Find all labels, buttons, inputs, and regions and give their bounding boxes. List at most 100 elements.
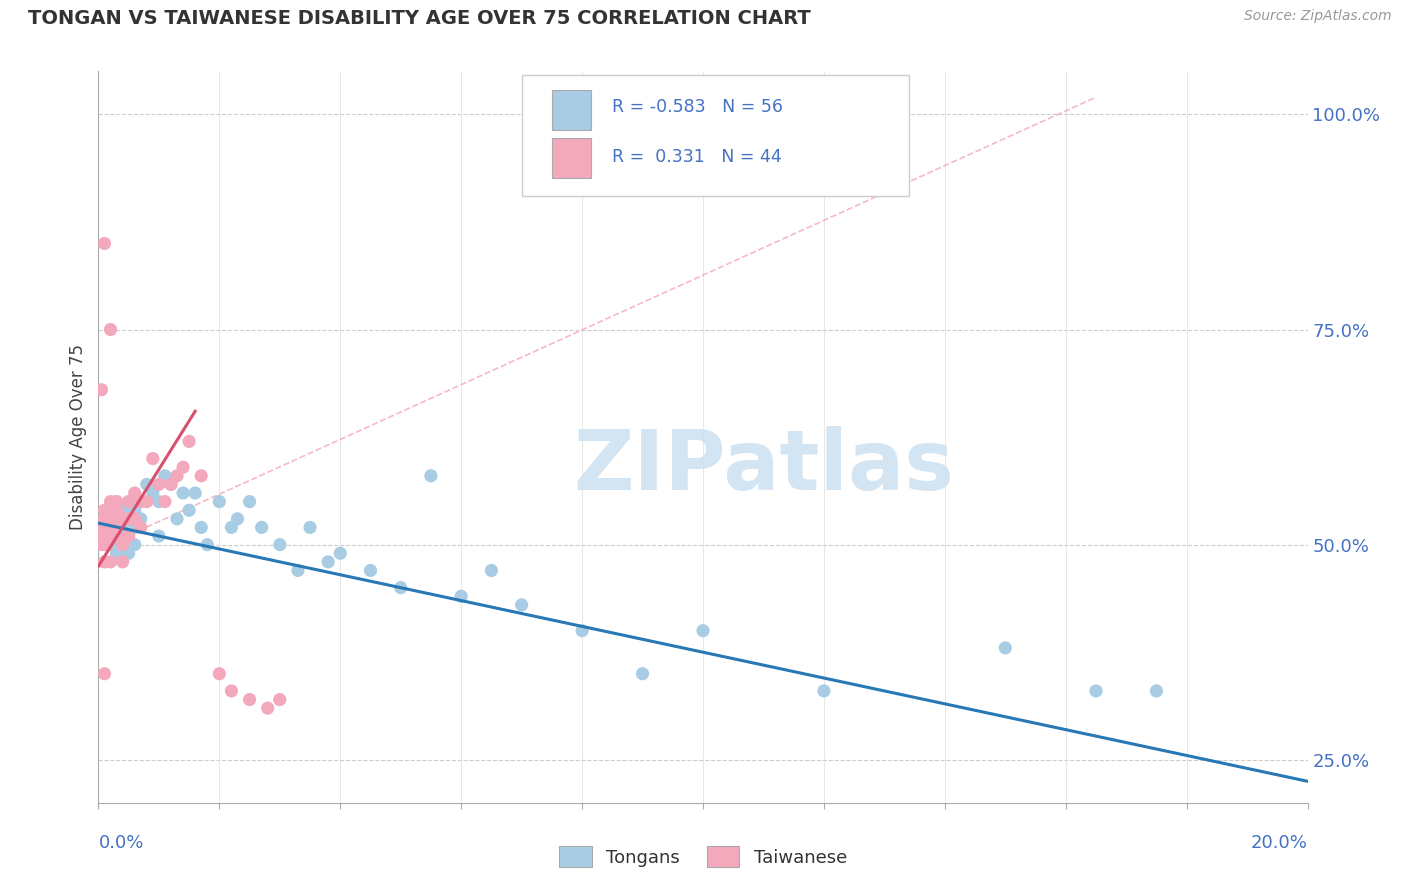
Point (100, 494, 122, 508)
Point (129, 494, 152, 508)
Point (813, 684, 835, 698)
Point (153, 494, 176, 508)
Point (93, 555, 115, 569)
Point (118, 512, 141, 526)
Point (93, 236, 115, 251)
Point (93, 512, 115, 526)
Point (100, 520, 122, 534)
Y-axis label: Disability Age Over 75: Disability Age Over 75 (69, 344, 87, 530)
Point (118, 546, 141, 560)
Point (100, 503, 122, 517)
Point (226, 512, 249, 526)
Point (105, 503, 128, 517)
Point (105, 512, 128, 526)
Point (129, 494, 152, 508)
Point (93, 529, 115, 543)
Point (96, 538, 118, 552)
Point (100, 512, 122, 526)
Point (124, 512, 146, 526)
Point (316, 555, 339, 569)
Point (142, 451, 165, 466)
Point (994, 640, 1017, 655)
Point (135, 477, 157, 491)
Point (179, 434, 201, 449)
Point (100, 322, 122, 336)
Point (221, 520, 243, 534)
Point (111, 503, 134, 517)
Point (360, 564, 382, 578)
Text: Source: ZipAtlas.com: Source: ZipAtlas.com (1244, 9, 1392, 23)
Point (208, 666, 231, 681)
Point (124, 538, 146, 552)
Point (111, 538, 134, 552)
Point (90, 538, 112, 552)
Point (105, 529, 128, 543)
Point (118, 512, 141, 526)
Point (692, 624, 714, 638)
Point (105, 520, 128, 534)
Point (269, 692, 291, 706)
Point (148, 494, 170, 508)
Point (148, 529, 170, 543)
Text: ZIPatlas: ZIPatlas (574, 425, 953, 507)
Point (118, 529, 141, 543)
Point (100, 520, 122, 534)
Point (287, 564, 309, 578)
Point (148, 477, 170, 491)
Point (118, 494, 141, 508)
Point (100, 538, 122, 552)
Point (93, 538, 115, 552)
Point (160, 477, 183, 491)
Point (135, 494, 157, 508)
Point (111, 555, 134, 569)
Point (105, 494, 128, 508)
Legend: Tongans, Taiwanese: Tongans, Taiwanese (551, 839, 855, 874)
Point (631, 666, 654, 681)
Point (389, 581, 412, 595)
Point (124, 520, 146, 534)
Point (481, 564, 503, 578)
Point (90, 520, 112, 534)
Point (111, 538, 134, 552)
Point (105, 546, 128, 560)
Point (111, 512, 134, 526)
Point (90, 383, 112, 397)
Point (450, 589, 472, 603)
Point (93, 666, 115, 681)
Text: 20.0%: 20.0% (1251, 834, 1308, 852)
FancyBboxPatch shape (522, 75, 908, 195)
Point (172, 486, 194, 500)
Point (179, 503, 201, 517)
Text: R =  0.331   N = 44: R = 0.331 N = 44 (613, 147, 782, 166)
Point (269, 538, 291, 552)
Point (571, 624, 593, 638)
Point (420, 468, 443, 483)
Point (105, 529, 128, 543)
Point (118, 529, 141, 543)
Point (93, 529, 115, 543)
FancyBboxPatch shape (553, 90, 591, 130)
Point (153, 468, 176, 483)
Point (93, 512, 115, 526)
Point (100, 529, 122, 543)
Point (160, 477, 183, 491)
Point (93, 503, 115, 517)
Point (96, 520, 118, 534)
Point (100, 555, 122, 569)
Text: TONGAN VS TAIWANESE DISABILITY AGE OVER 75 CORRELATION CHART: TONGAN VS TAIWANESE DISABILITY AGE OVER … (28, 9, 811, 28)
Point (510, 598, 533, 612)
Point (221, 684, 243, 698)
Point (105, 494, 128, 508)
Point (118, 494, 141, 508)
Point (1144, 684, 1167, 698)
Point (190, 468, 212, 483)
Point (1085, 684, 1108, 698)
Point (105, 512, 128, 526)
Point (93, 520, 115, 534)
Point (329, 546, 352, 560)
Point (166, 512, 188, 526)
Point (250, 520, 273, 534)
Point (111, 520, 134, 534)
FancyBboxPatch shape (553, 137, 591, 178)
Text: R = -0.583   N = 56: R = -0.583 N = 56 (613, 98, 783, 116)
